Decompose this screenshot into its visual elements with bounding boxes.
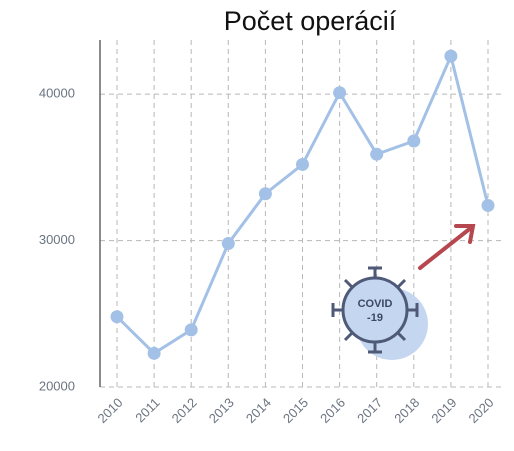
chart-title: Počet operácií — [224, 6, 397, 36]
annotation: COVID — [358, 298, 393, 310]
x-tick-label: 2011 — [132, 395, 162, 425]
x-tick-label: 2017 — [354, 395, 385, 426]
marker — [333, 86, 347, 100]
x-tick-label: 2010 — [94, 395, 125, 426]
x-tick-label: 2020 — [465, 395, 496, 426]
x-tick-label: 2016 — [317, 395, 348, 426]
annotation: -19 — [367, 312, 383, 324]
x-tick-label: 2018 — [391, 395, 422, 426]
marker — [147, 346, 161, 360]
x-tick-label: 2013 — [206, 395, 237, 426]
marker — [481, 198, 495, 212]
x-tick-label: 2015 — [280, 395, 311, 426]
x-tick-label: 2012 — [169, 395, 200, 426]
covid-icon: COVID -19 — [331, 266, 428, 360]
marker — [258, 187, 272, 201]
y-tick-label: 20000 — [39, 378, 75, 393]
arrow — [418, 224, 476, 270]
marker — [370, 147, 384, 161]
marker — [296, 157, 309, 171]
y-tick-label: 30000 — [39, 232, 75, 247]
marker — [444, 49, 458, 63]
marker — [221, 237, 235, 251]
marker — [184, 323, 198, 337]
marker — [110, 310, 124, 324]
x-tick-label: 2014 — [243, 395, 274, 426]
x-tick-label: 2019 — [428, 395, 459, 426]
y-tick-label: 40000 — [39, 86, 75, 101]
marker — [407, 134, 421, 148]
